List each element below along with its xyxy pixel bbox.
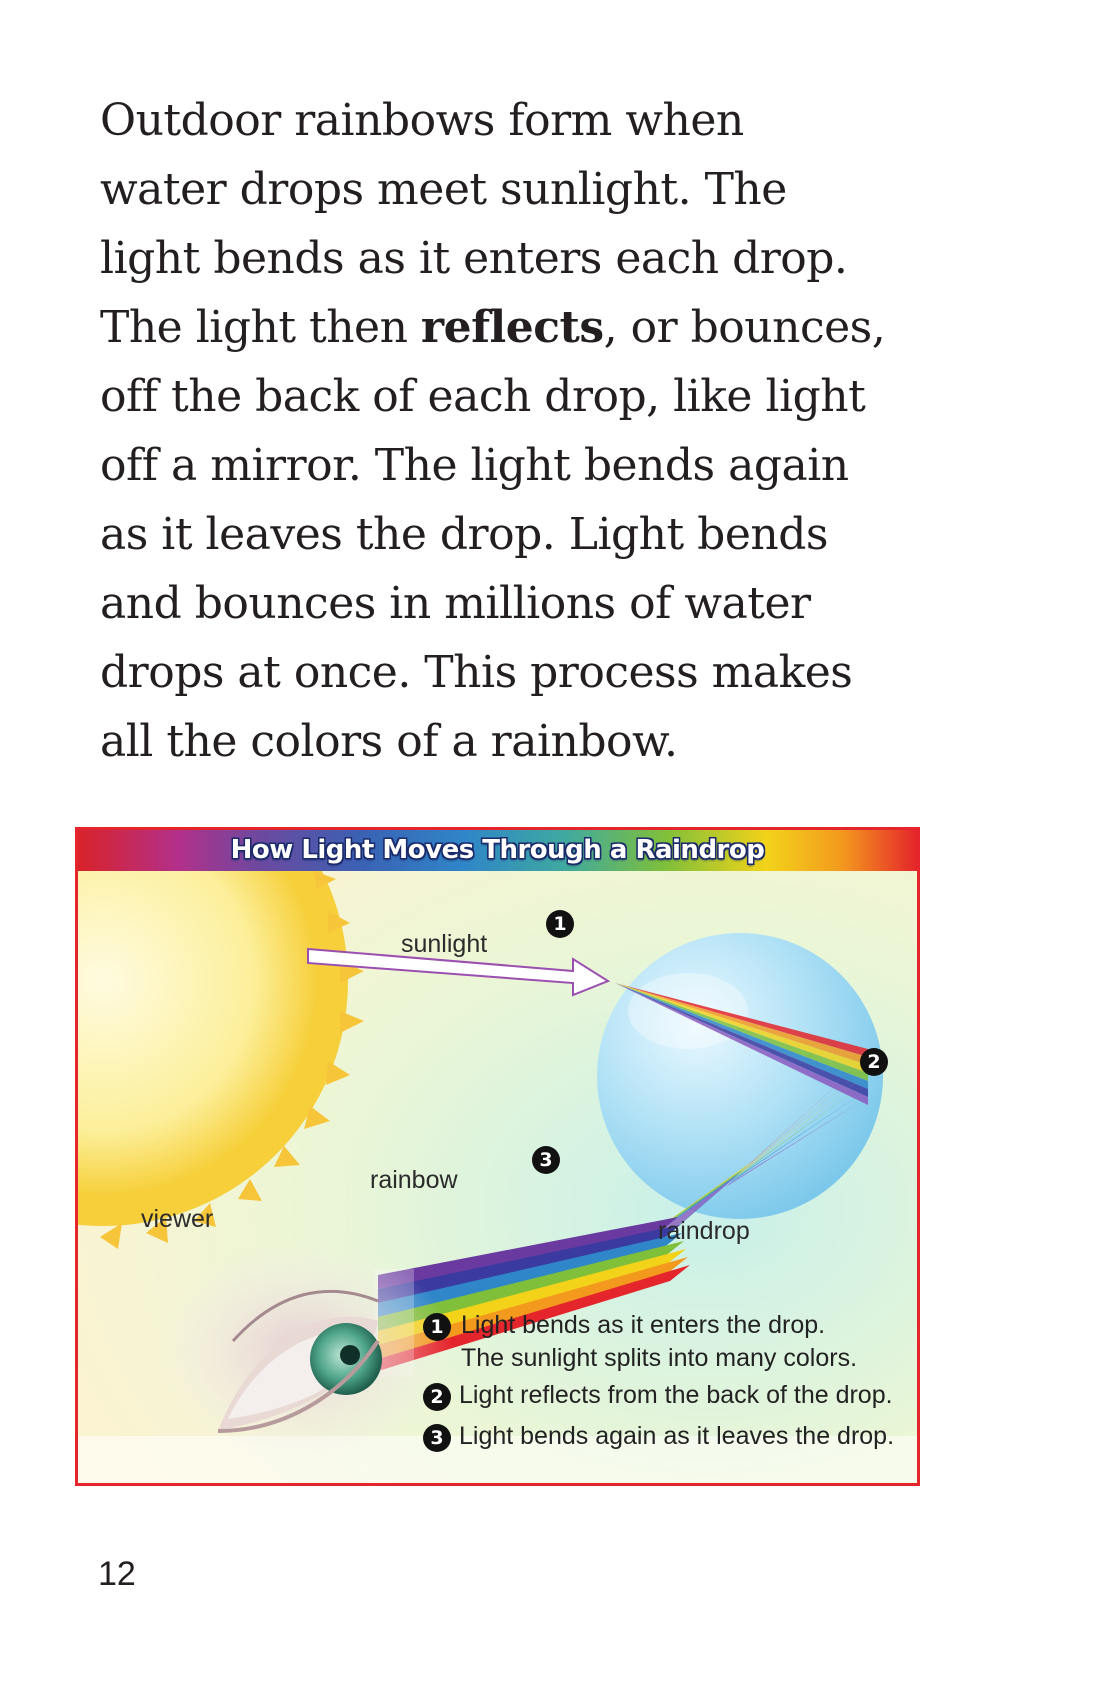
legend-item-1-line-2: The sunlight splits into many colors. [461, 1344, 858, 1372]
refracted-light-fan [615, 983, 868, 1105]
sunlight-arrow [307, 947, 611, 997]
marker-3: 3 [532, 1146, 560, 1174]
body-text-span: , or bounces, [603, 302, 886, 353]
label-rainbow: rainbow [370, 1166, 458, 1194]
rainbow-beam [378, 1217, 690, 1371]
diagram-illustration [78, 871, 917, 1483]
body-paragraph: Outdoor rainbows form when water drops m… [100, 86, 886, 776]
body-line: water drops meet sunlight. The [100, 164, 787, 215]
legend-marker-3: 3 [423, 1424, 451, 1452]
reflected-light-fan [726, 1057, 868, 1187]
vocabulary-word-reflects: reflects [420, 302, 604, 353]
body-line: off the back of each drop, like light [100, 371, 866, 422]
viewer-eye [153, 1241, 453, 1461]
body-line: light bends as it enters each drop. [100, 233, 848, 284]
label-raindrop: raindrop [658, 1217, 750, 1245]
body-line: as it leaves the drop. Light bends [100, 509, 828, 560]
body-line: all the colors of a rainbow. [100, 716, 678, 767]
legend-item-2: Light reflects from the back of the drop… [459, 1381, 893, 1409]
legend-item-1-line-1: Light bends as it enters the drop. [461, 1311, 826, 1339]
label-sunlight: sunlight [401, 930, 488, 958]
marker-2: 2 [860, 1048, 888, 1076]
body-line: and bounces in millions of water [100, 578, 811, 629]
diagram-title: How Light Moves Through a Raindrop [230, 835, 765, 865]
legend-marker-2: 2 [423, 1383, 451, 1411]
body-line: off a mirror. The light bends again [100, 440, 849, 491]
body-text-span: The light then [100, 302, 421, 353]
marker-1: 1 [546, 910, 574, 938]
label-viewer: viewer [141, 1205, 214, 1233]
page-number: 12 [98, 1555, 136, 1593]
sun-illustration [78, 871, 364, 1249]
body-line: Outdoor rainbows form when [100, 95, 744, 146]
title-bar [78, 830, 917, 871]
raindrop-diagram: How Light Moves Through a Raindrop [75, 827, 920, 1486]
legend-item-3: Light bends again as it leaves the drop. [459, 1422, 895, 1450]
bottom-fade [78, 1436, 917, 1483]
body-line: The light then reflects, or bounces, [100, 293, 886, 362]
legend-marker-1: 1 [423, 1313, 451, 1341]
exit-light-beams [648, 1163, 750, 1243]
body-line: drops at once. This process makes [100, 647, 853, 698]
